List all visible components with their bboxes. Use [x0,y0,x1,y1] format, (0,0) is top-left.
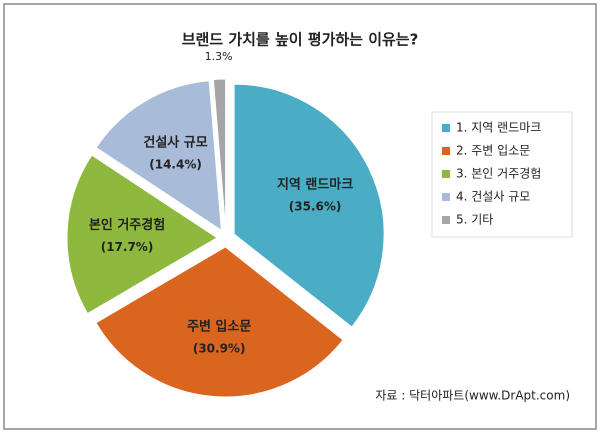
slice-label: 주변 입소문 [187,319,251,334]
legend-swatch [442,170,450,178]
source-note: 자료 : 닥터아파트(www.DrApt.com) [375,389,570,403]
chart-title: 브랜드 가치를 높이 평가하는 이유는? [182,31,419,49]
pie-slice [233,83,385,328]
pie-slice [212,78,227,230]
pie-slice [95,246,344,398]
value-label: (14.4%) [149,157,202,171]
pie-slice [66,154,218,315]
slice-label: 본인 거주경험 [89,217,165,233]
legend-swatch [442,216,450,224]
value-label: (35.6%) [289,199,342,213]
legend-swatch [442,147,450,155]
pie-slice [95,80,222,232]
slice-label: 건설사 규모 [143,134,207,150]
value-label: (17.7%) [101,240,154,254]
legend-swatch [442,193,450,201]
legend-label: 4. 건설사 규모 [456,190,530,204]
slice-label: 지역 랜드마크 [277,176,353,192]
legend-label: 5. 기타 [456,213,493,227]
value-label: (30.9%) [193,341,246,355]
legend-label: 1. 지역 랜드마크 [456,121,541,135]
legend-label: 2. 주변 입소문 [456,144,530,158]
value-label: 1.3% [205,50,233,63]
legend-label: 3. 본인 거주경험 [456,167,541,181]
legend-box [431,111,573,238]
legend-swatch [442,124,450,132]
